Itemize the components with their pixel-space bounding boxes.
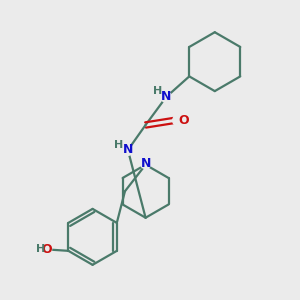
Text: O: O bbox=[41, 243, 52, 256]
Circle shape bbox=[113, 140, 124, 150]
Circle shape bbox=[123, 145, 133, 155]
Circle shape bbox=[153, 85, 163, 96]
Text: O: O bbox=[178, 114, 189, 127]
Circle shape bbox=[161, 92, 172, 102]
Circle shape bbox=[140, 158, 151, 169]
Text: H: H bbox=[114, 140, 123, 150]
Circle shape bbox=[41, 244, 52, 255]
Text: N: N bbox=[161, 91, 171, 103]
Text: N: N bbox=[140, 157, 151, 170]
Text: H: H bbox=[153, 85, 163, 95]
Text: H: H bbox=[36, 244, 45, 254]
Circle shape bbox=[173, 115, 183, 126]
Text: N: N bbox=[123, 143, 133, 157]
